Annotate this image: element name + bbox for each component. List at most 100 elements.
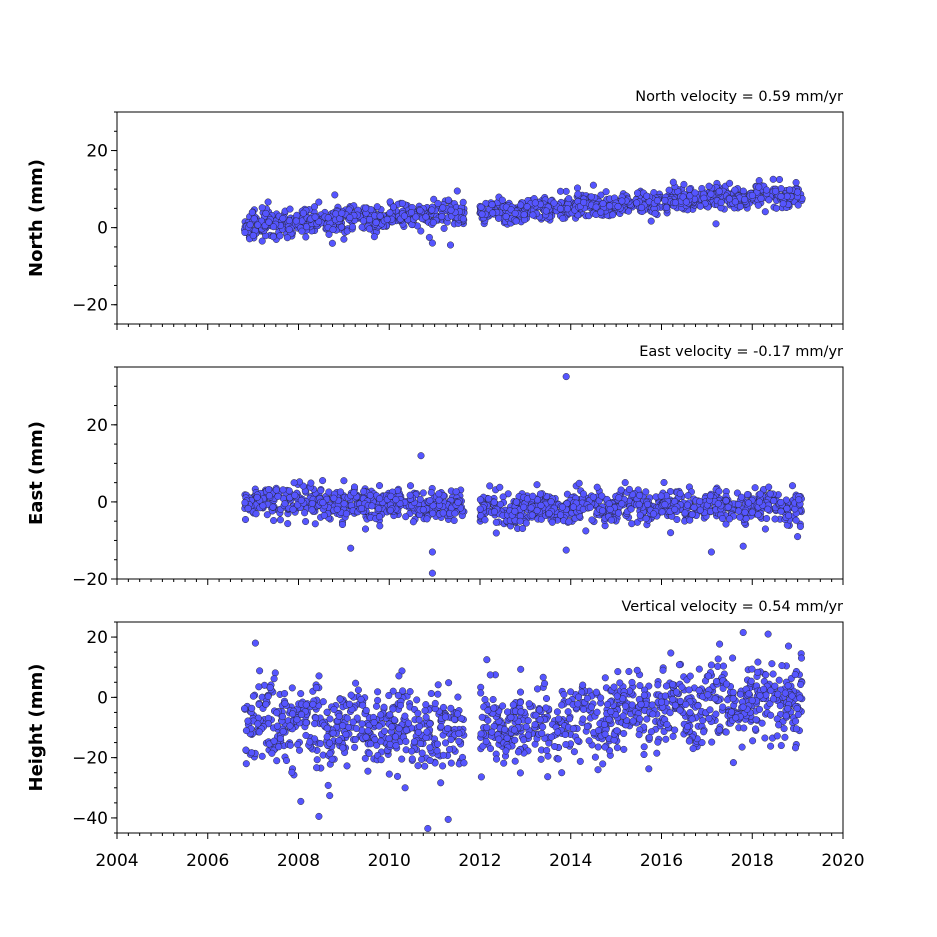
height-data-point <box>636 715 644 723</box>
east-y-tick-label: −20 <box>72 570 108 590</box>
height-data-point <box>524 717 532 725</box>
east-data-point <box>606 505 614 513</box>
east-velocity-annotation: East velocity = -0.17 mm/yr <box>639 344 843 360</box>
east-data-point <box>628 520 636 528</box>
height-data-point <box>661 692 669 700</box>
height-data-point <box>666 709 674 717</box>
north-y-tick-label: −20 <box>72 296 108 316</box>
height-data-point <box>575 693 583 701</box>
north-data-point <box>400 212 408 220</box>
height-data-point <box>711 695 719 703</box>
north-data-point <box>647 217 655 225</box>
north-data-point <box>359 217 368 225</box>
east-axes-frame <box>116 366 844 580</box>
height-data-point <box>689 745 697 753</box>
height-data-point <box>543 746 551 754</box>
height-data-point <box>729 759 737 767</box>
north-data-point <box>763 186 771 194</box>
north-data-point <box>324 214 332 222</box>
east-data-point <box>452 488 460 496</box>
east-data-point <box>284 520 292 528</box>
height-data-point <box>244 717 252 725</box>
east-data-point <box>435 496 443 504</box>
east-data-point <box>743 490 752 499</box>
north-data-point <box>329 226 337 234</box>
east-outlier-point <box>340 477 348 485</box>
height-data-point <box>576 757 584 765</box>
height-data-point <box>336 695 344 703</box>
height-data-point <box>554 755 562 763</box>
height-data-point <box>601 743 609 751</box>
east-data-point <box>439 509 447 517</box>
height-data-point <box>541 679 549 688</box>
north-data-point <box>250 215 258 223</box>
height-data-point <box>276 735 284 743</box>
height-data-point <box>319 698 327 706</box>
north-data-point <box>520 211 528 219</box>
east-data-point <box>742 515 750 523</box>
north-data-point <box>731 198 739 206</box>
east-data-point <box>265 485 273 494</box>
height-data-point <box>601 730 609 738</box>
north-data-point <box>478 210 486 218</box>
height-data-point <box>490 704 498 712</box>
height-data-point <box>352 724 360 733</box>
east-data-point <box>598 492 606 500</box>
height-data-point <box>288 684 296 692</box>
height-data-point <box>427 689 435 698</box>
north-data-point <box>757 194 765 203</box>
height-data-point <box>315 672 323 680</box>
east-data-point <box>253 493 261 501</box>
east-data-point <box>342 510 350 518</box>
height-data-point <box>391 733 400 741</box>
height-data-point <box>447 736 455 744</box>
east-data-point <box>696 497 704 505</box>
height-data-point <box>264 692 272 700</box>
height-data-point <box>311 720 319 728</box>
height-data-point <box>688 715 696 723</box>
height-data-point <box>306 738 314 746</box>
east-data-point <box>361 525 370 533</box>
east-data-point <box>516 517 524 525</box>
height-data-point <box>345 700 354 708</box>
height-data-point <box>326 739 334 747</box>
north-data-point <box>772 204 780 212</box>
east-data-point <box>777 498 785 506</box>
east-outlier-point <box>707 548 715 556</box>
east-data-point <box>490 508 499 516</box>
east-data-point <box>527 504 535 512</box>
north-data-point <box>717 198 725 207</box>
height-data-point <box>339 722 347 730</box>
height-data-point <box>574 736 582 744</box>
east-outlier-point <box>794 533 802 541</box>
east-data-point <box>429 509 437 517</box>
height-data-point <box>326 750 334 758</box>
height-data-point <box>329 729 337 737</box>
north-data-point <box>477 203 485 211</box>
east-data-point <box>754 511 762 519</box>
north-data-point <box>328 239 336 247</box>
height-data-point <box>760 685 768 693</box>
east-data-point <box>635 500 643 508</box>
height-y-tick-label: 0 <box>97 688 108 708</box>
height-data-point <box>492 755 501 763</box>
height-data-point <box>437 779 445 787</box>
height-data-point <box>323 724 331 732</box>
height-data-point <box>723 680 731 688</box>
height-data-point <box>414 762 422 770</box>
north-data-point <box>362 204 370 212</box>
east-data-point <box>317 486 325 495</box>
north-data-point <box>265 218 273 226</box>
east-data-point <box>658 508 666 516</box>
east-panel: −20 0 20 East (mm) East velocity = -0.17 mm/… <box>26 344 844 590</box>
north-data-point <box>269 233 277 241</box>
east-data-point <box>718 514 727 523</box>
height-data-point <box>619 712 627 720</box>
east-data-point <box>450 516 458 525</box>
height-data-point <box>522 723 530 731</box>
north-data-point <box>794 201 802 209</box>
height-data-point <box>645 765 653 773</box>
north-data-point <box>502 212 510 221</box>
north-data-point <box>633 199 641 207</box>
north-outlier-point <box>428 239 436 247</box>
